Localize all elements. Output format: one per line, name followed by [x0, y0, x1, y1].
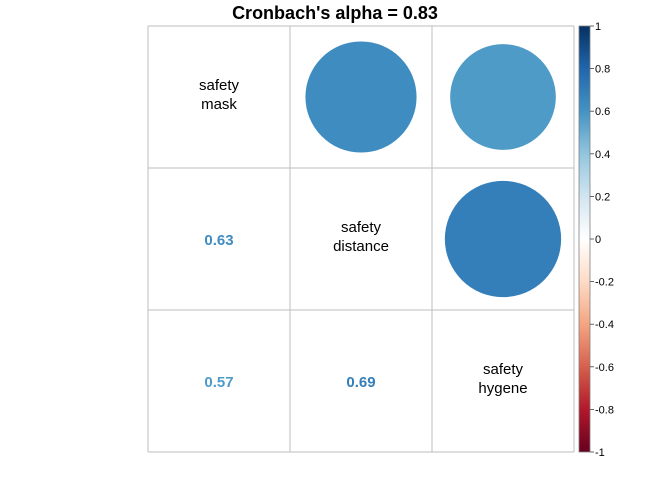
- colorbar-tick-label: 0.6: [595, 106, 610, 118]
- colorbar-tick-label: -0.8: [595, 404, 614, 416]
- colorbar: 1 0.8 0.6 0.4 0.2 0 -0.2 -0.4 -0.6 -0.8 -1: [578, 21, 614, 459]
- variable-label: safety mask: [199, 77, 240, 113]
- variable-label-line: safety: [199, 77, 240, 94]
- colorbar-tick-label: -0.6: [595, 362, 614, 374]
- colorbar-tick-label: 0.8: [595, 64, 610, 76]
- variable-label: safety hygene: [478, 361, 527, 397]
- colorbar-tick-label: -1: [595, 447, 605, 459]
- correlation-circle: [444, 180, 562, 298]
- colorbar-tick-label: 0.2: [595, 191, 610, 203]
- colorbar-tick-label: 1: [595, 21, 601, 33]
- correlation-value: 0.69: [346, 374, 375, 391]
- cells: safety mask 0.63 safety distance 0.57 0.69 safe…: [199, 41, 562, 397]
- variable-label-line: safety: [483, 361, 524, 378]
- variable-label-line: distance: [333, 238, 389, 255]
- colorbar-tick-label: -0.2: [595, 277, 614, 289]
- colorbar-tick-label: -0.4: [595, 319, 614, 331]
- variable-label-line: mask: [201, 96, 237, 113]
- correlation-circle: [305, 41, 417, 153]
- variable-label: safety distance: [333, 219, 389, 255]
- colorbar-tick-label: 0.4: [595, 149, 610, 161]
- chart-title: Cronbach's alpha = 0.83: [232, 3, 438, 23]
- colorbar-tick-label: 0: [595, 234, 601, 246]
- variable-label-line: safety: [341, 219, 382, 236]
- grid: [147, 25, 575, 453]
- colorbar-gradient: [579, 26, 590, 452]
- correlation-circle: [450, 44, 556, 150]
- variable-label-line: hygene: [478, 380, 527, 397]
- correlation-value: 0.57: [204, 374, 233, 391]
- correlation-value: 0.63: [204, 232, 233, 249]
